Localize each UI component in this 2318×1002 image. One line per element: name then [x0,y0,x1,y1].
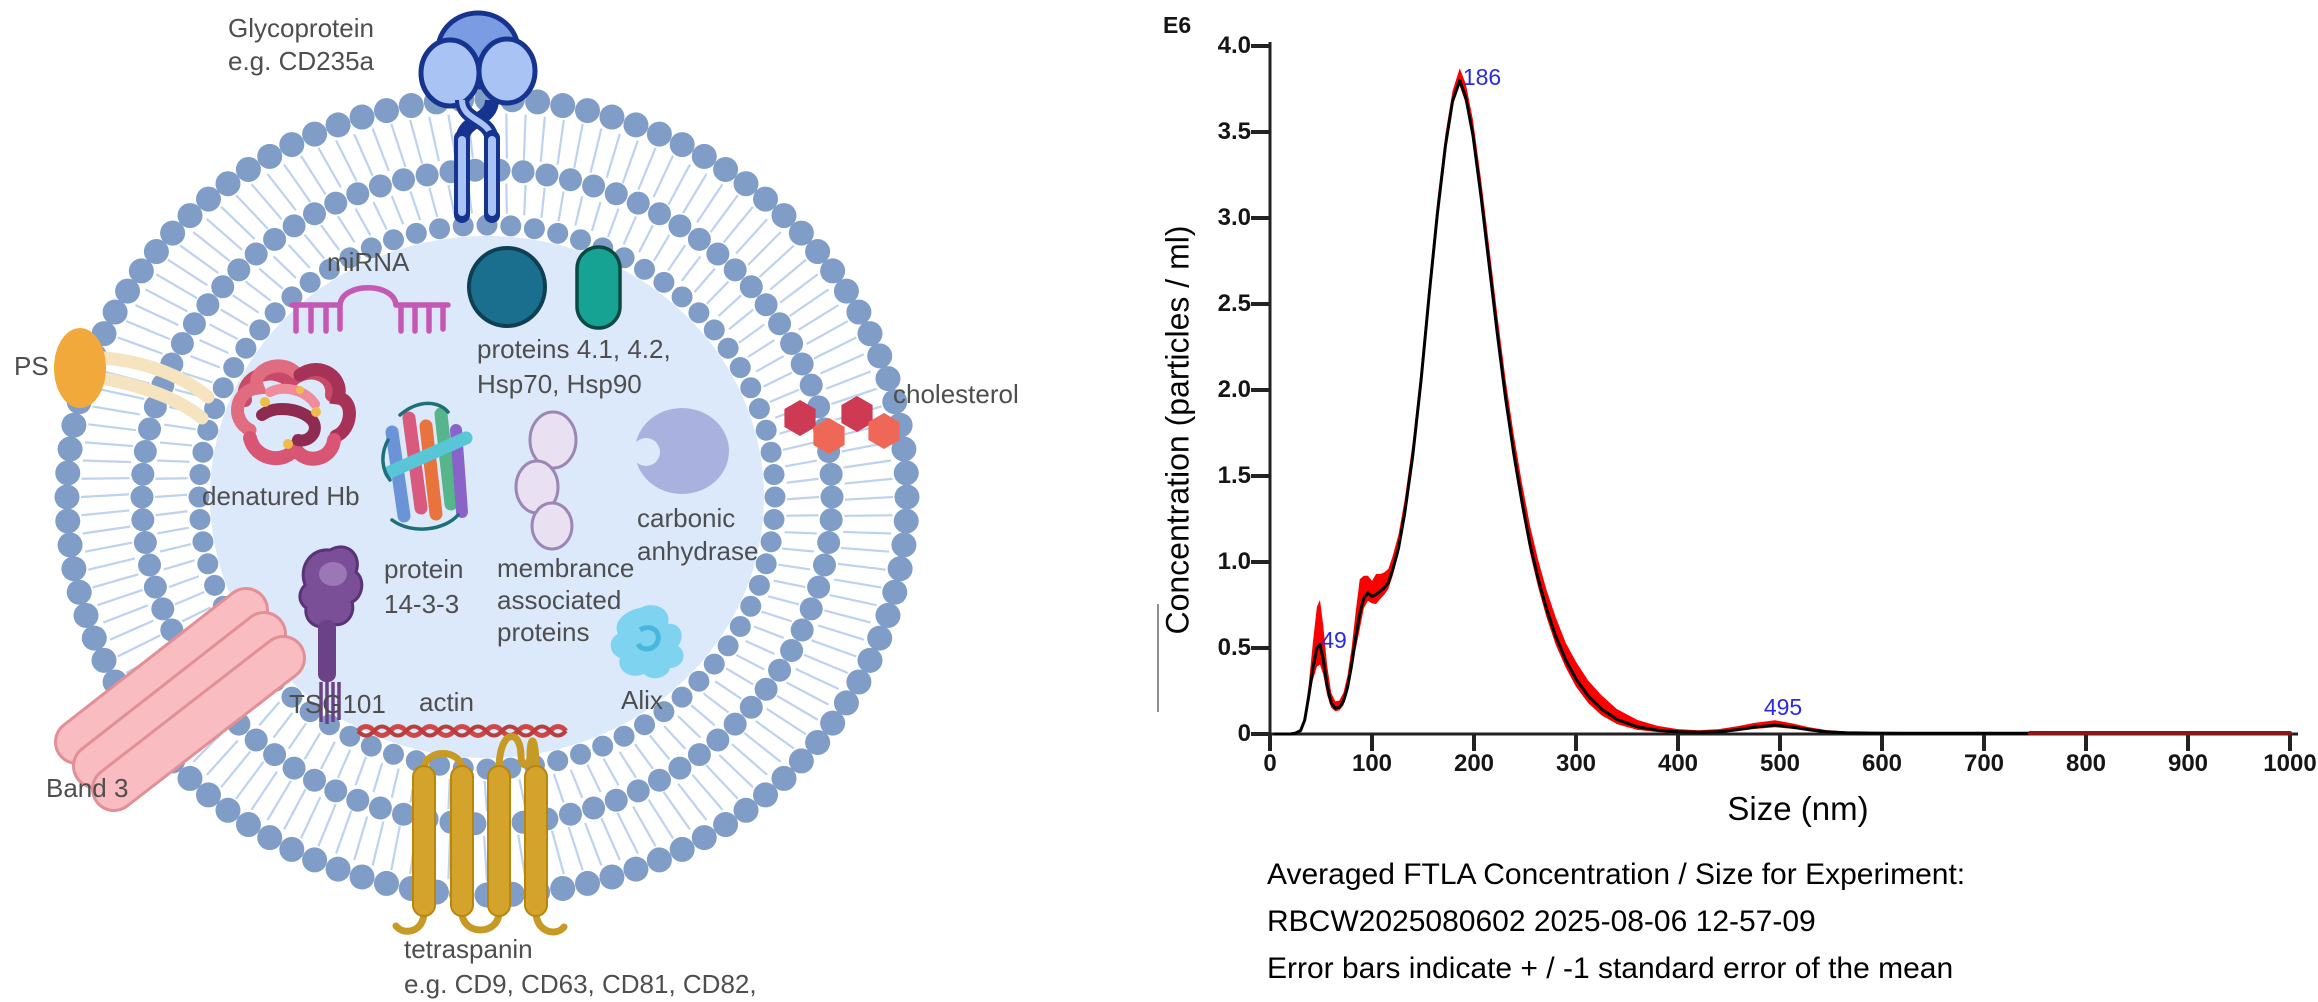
proteins-4142-icon [467,245,622,330]
y-tick-label-3.5: 3.5 [1217,118,1251,145]
label-ps: PS [14,351,49,381]
label-mirna: miRNA [327,247,410,277]
label-glycoprotein: Glycoprotein e.g. CD235a [228,13,374,76]
stray-line-artifact [1157,604,1159,712]
tsg101-icon [298,545,364,724]
x-axis-title: Size (nm) [1727,790,1869,827]
x-tick-label-1000: 1000 [2263,750,2317,777]
label-protein-14-3-3: protein 14-3-3 [384,554,464,619]
tetraspanin-icon [392,733,568,936]
actin-icon [356,724,568,738]
peak-label-186: 186 [1462,64,1502,90]
x-tick-label-900: 900 [2167,750,2209,777]
peak-label-49: 49 [1321,627,1347,653]
x-tick-label-300: 300 [1555,750,1597,777]
y-tick-label-1: 1.0 [1217,548,1251,575]
ps-icon [54,328,215,425]
label-tsg101: TSG101 [289,689,386,719]
y-axis-multiplier: E6 [1163,12,1192,38]
x-tick-label-400: 400 [1657,750,1699,777]
protein-14-3-3-icon [381,401,473,531]
band3-icon [54,587,306,812]
label-proteins-4142: proteins 4.1, 4.2, Hsp70, Hsp90 [477,334,671,399]
y-tick-label-0.5: 0.5 [1217,634,1251,661]
x-tick-label-100: 100 [1351,750,1393,777]
membrane-associated-proteins-icon [514,410,578,551]
x-tick-label-700: 700 [1963,750,2005,777]
y-tick-label-2.5: 2.5 [1217,290,1251,317]
carbonic-anhydrase-icon [628,408,729,494]
y-tick-label-2: 2.0 [1217,376,1251,403]
mirna-icon [289,285,451,334]
label-carbonic-anhydrase: carbonic anhydrase [637,503,759,566]
glycoprotein-icon [418,10,538,223]
label-denatured-hb: denatured Hb [202,481,360,511]
alix-icon [610,605,684,679]
label-alix: Alix [621,685,663,715]
label-membrane-associated-proteins: membrance associated proteins [497,553,635,647]
caption-line-2: RBCW2025080602 2025-08-06 12-57-09 [1267,905,1816,938]
y-tick-label-0: 0 [1237,720,1251,747]
label-actin: actin [419,687,474,717]
denatured-hb-icon [231,359,356,466]
y-tick-label-4: 4.0 [1217,32,1251,59]
x-tick-label-500: 500 [1759,750,1801,777]
y-axis-title: Concentration (particles / ml) [1159,225,1196,635]
x-tick-label-800: 800 [2065,750,2107,777]
x-tick-label-600: 600 [1861,750,1903,777]
x-tick-label-200: 200 [1453,750,1495,777]
caption-line-3: Error bars indicate + / -1 standard erro… [1267,952,1954,985]
label-tetraspanin: tetraspanin e.g. CD9, CD63, CD81, CD82, [404,934,757,999]
caption-line-1: Averaged FTLA Concentration / Size for E… [1267,858,1966,891]
cholesterol-icon [784,396,900,454]
label-cholesterol: cholesterol [893,379,1019,409]
nta-chart [1251,42,2298,751]
label-band3: Band 3 [46,773,129,803]
peak-label-495: 495 [1763,694,1803,720]
x-tick-label-0: 0 [1263,750,1277,777]
y-tick-label-1.5: 1.5 [1217,462,1251,489]
y-tick-label-3: 3.0 [1217,204,1251,231]
